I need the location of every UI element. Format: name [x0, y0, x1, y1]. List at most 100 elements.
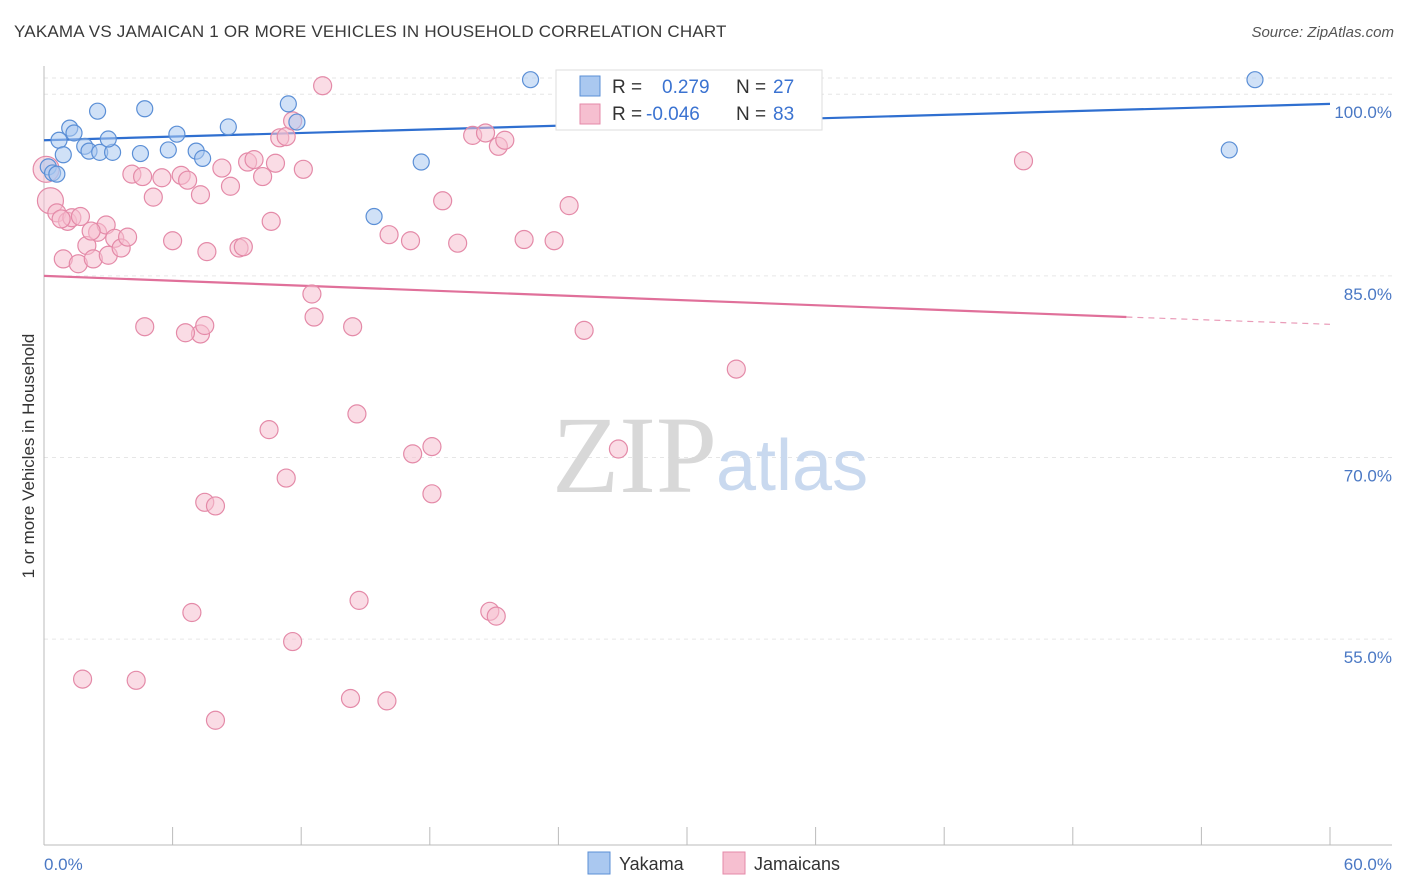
point-jamaicans-61	[259, 420, 279, 440]
point-jamaicans-39	[302, 284, 322, 304]
x-tick-labels: 0.0% 60.0%	[44, 855, 1392, 874]
point-jamaicans-49	[544, 231, 564, 251]
legend-swatch-yakama	[579, 75, 601, 97]
point-jamaicans-72	[182, 602, 202, 623]
point-yakama-12	[136, 100, 154, 118]
point-yakama-11	[131, 144, 150, 163]
stats-legend: R = 0.279 N = 27 R = -0.046 N = 83	[555, 69, 823, 131]
series-legend: Yakama Jamaicans	[587, 851, 840, 875]
point-jamaicans-44	[433, 191, 453, 211]
point-yakama-3	[54, 146, 72, 164]
point-jamaicans-68	[205, 496, 226, 516]
x-tick-label-0: 0.0%	[44, 855, 83, 874]
point-jamaicans-24	[212, 158, 232, 178]
point-jamaicans-22	[190, 185, 211, 205]
legend-swatch-jamaicans	[579, 103, 601, 125]
point-jamaicans-18	[152, 168, 172, 188]
point-jamaicans-74	[340, 688, 361, 709]
point-jamaicans-17	[143, 187, 163, 207]
point-jamaicans-66	[608, 439, 629, 459]
point-yakama-13	[159, 141, 177, 159]
point-jamaicans-46	[400, 231, 421, 251]
legend-r-label-jamaicans: R =	[612, 104, 642, 125]
point-yakama-17	[219, 118, 237, 136]
point-yakama-23	[1246, 71, 1264, 89]
point-jamaicans-21	[178, 170, 198, 190]
point-yakama-18	[279, 95, 297, 113]
x-tick-label-1: 60.0%	[1344, 855, 1392, 874]
point-jamaicans-47	[448, 233, 468, 253]
point-jamaicans-81	[81, 221, 101, 241]
point-jamaicans-82	[51, 209, 71, 229]
point-yakama-25	[99, 130, 117, 148]
point-jamaicans-16	[132, 166, 153, 187]
bottom-legend-label-yakama: Yakama	[619, 854, 685, 874]
bottom-legend-swatch-jamaicans	[722, 851, 746, 875]
point-jamaicans-19	[163, 231, 183, 251]
point-jamaicans-77	[72, 669, 93, 689]
bottom-legend-label-jamaicans: Jamaicans	[754, 854, 840, 874]
point-jamaicans-65	[422, 484, 442, 504]
point-jamaicans-63	[403, 444, 423, 464]
trend-line-jamaicans	[43, 274, 1127, 319]
point-jamaicans-60	[347, 404, 367, 424]
point-jamaicans-45	[379, 225, 399, 245]
legend-r-value-jamaicans: -0.046	[646, 104, 700, 125]
point-jamaicans-50	[559, 196, 579, 216]
legend-r-label-yakama: R =	[612, 77, 642, 98]
watermark: ZIP atlas	[552, 394, 868, 516]
point-jamaicans-14	[117, 227, 138, 247]
point-yakama-5	[65, 124, 83, 142]
point-jamaicans-69	[349, 590, 369, 610]
point-jamaicans-64	[422, 437, 442, 457]
point-jamaicans-40	[135, 317, 155, 337]
y-tick-label-3: 100.0%	[1334, 103, 1392, 122]
point-jamaicans-48	[514, 229, 534, 250]
point-jamaicans-23	[197, 242, 217, 262]
point-jamaicans-76	[126, 670, 146, 690]
point-jamaicans-58	[726, 359, 746, 379]
legend-n-value-jamaicans: 83	[773, 104, 794, 125]
point-jamaicans-62	[276, 468, 296, 488]
point-jamaicans-59	[1013, 151, 1034, 171]
y-tick-label-1: 70.0%	[1344, 467, 1392, 486]
point-yakama-21	[412, 153, 430, 171]
point-jamaicans-38	[313, 76, 333, 96]
watermark-zip: ZIP	[552, 394, 717, 516]
y-axis-label: 1 or more Vehicles in Household	[19, 334, 38, 579]
point-jamaicans-56	[495, 130, 515, 150]
y-tick-label-2: 85.0%	[1344, 285, 1392, 304]
bottom-legend-swatch-yakama	[587, 851, 611, 875]
point-jamaicans-71	[486, 606, 506, 626]
point-yakama-19	[288, 113, 306, 131]
point-jamaicans-43	[343, 317, 363, 337]
chart-title: YAKAMA VS JAMAICAN 1 OR MORE VEHICLES IN…	[14, 22, 727, 41]
point-yakama-26	[48, 165, 66, 183]
legend-n-value-yakama: 27	[773, 77, 794, 98]
point-yakama-14	[168, 125, 186, 143]
point-jamaicans-78	[205, 710, 226, 730]
y-tick-label-0: 55.0%	[1344, 648, 1392, 667]
point-jamaicans-80	[70, 206, 91, 227]
point-jamaicans-37	[304, 307, 324, 327]
legend-n-label-jamaicans: N =	[736, 104, 766, 125]
point-jamaicans-36	[293, 159, 313, 179]
point-jamaicans-54	[475, 123, 496, 143]
point-jamaicans-32	[265, 153, 286, 173]
y-tick-labels: 55.0% 70.0% 85.0% 100.0%	[1334, 103, 1392, 667]
point-jamaicans-27	[233, 237, 253, 257]
point-jamaicans-73	[283, 631, 303, 652]
point-yakama-22	[521, 71, 540, 89]
point-jamaicans-29	[244, 150, 264, 170]
watermark-atlas: atlas	[716, 426, 868, 506]
point-jamaicans-57	[574, 320, 594, 340]
point-yakama-24	[1220, 141, 1238, 159]
point-jamaicans-79	[175, 323, 196, 343]
legend-r-value-yakama: 0.279	[662, 77, 710, 98]
trend-line-dashed-jamaicans	[1126, 316, 1331, 325]
point-jamaicans-25	[220, 176, 241, 196]
point-yakama-20	[365, 207, 383, 226]
point-yakama-8	[88, 102, 107, 120]
trend-lines	[43, 102, 1331, 325]
